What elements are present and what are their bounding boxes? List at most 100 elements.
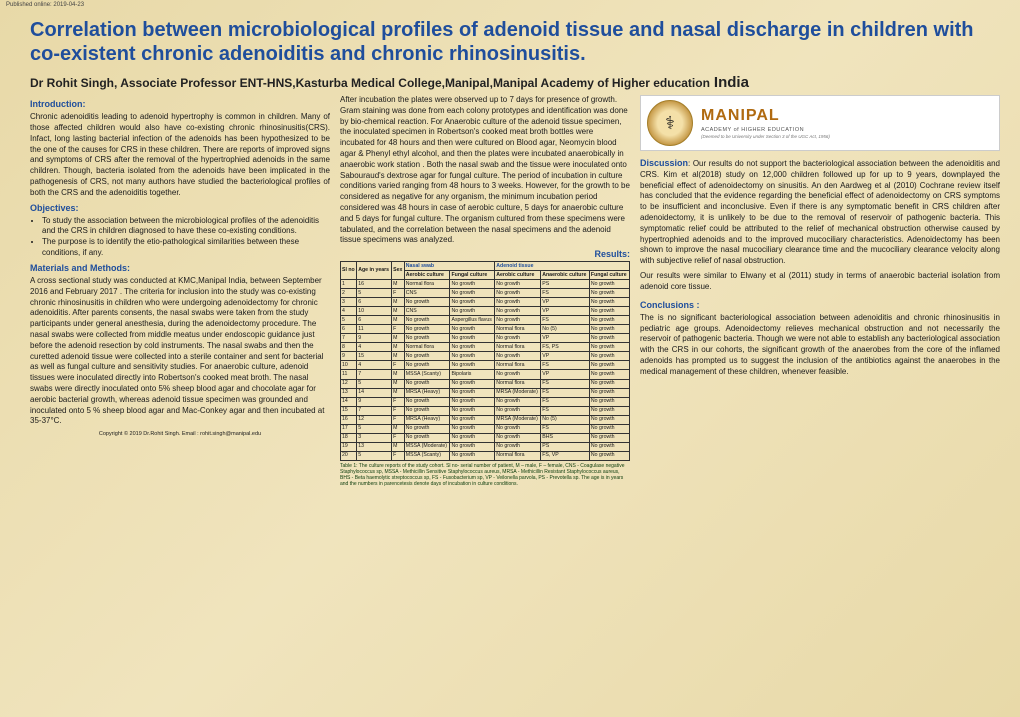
table-cell: No growth: [404, 352, 450, 361]
table-cell: No growth: [589, 316, 629, 325]
table-row: 56MNo growthAspergillus flavusNo growthF…: [341, 316, 630, 325]
table-cell: No growth: [495, 298, 541, 307]
table-cell: No growth: [495, 433, 541, 442]
table-cell: No growth: [450, 424, 495, 433]
table-cell: No growth: [495, 307, 541, 316]
table-cell: No (5): [541, 415, 590, 424]
table-cell: Normal flora: [404, 343, 450, 352]
table-cell: 6: [341, 325, 357, 334]
table-cell: F: [392, 406, 405, 415]
heading-objectives: Objectives:: [30, 202, 330, 214]
table-cell: No growth: [450, 388, 495, 397]
logo-deemed-text: (Deemed to be University under Section 3…: [701, 134, 830, 140]
table-cell: No growth: [495, 370, 541, 379]
table-cell: 11: [357, 325, 392, 334]
table-cell: No growth: [450, 442, 495, 451]
table-cell: 10: [341, 361, 357, 370]
table-cell: 4: [341, 307, 357, 316]
table-cell: BHS: [541, 433, 590, 442]
table-row: 149FNo growthNo growthNo growthFSNo grow…: [341, 397, 630, 406]
table-cell: No growth: [450, 352, 495, 361]
table-cell: MSSA (Scanty): [404, 451, 450, 460]
table-cell: M: [392, 370, 405, 379]
table-row: 125MNo growthNo growthNormal floraFSNo g…: [341, 379, 630, 388]
table-cell: No growth: [589, 388, 629, 397]
table-row: 915MNo growthNo growthNo growthVPNo grow…: [341, 352, 630, 361]
heading-methods: Materials and Methods:: [30, 262, 330, 274]
th-fungal1: Fungal culture: [450, 271, 495, 280]
table-cell: No growth: [495, 424, 541, 433]
table-cell: No growth: [450, 280, 495, 289]
objectives-list: To study the association between the mic…: [30, 216, 330, 259]
table-cell: 9: [357, 397, 392, 406]
table-cell: No growth: [589, 433, 629, 442]
table-cell: No growth: [404, 361, 450, 370]
table-cell: 16: [341, 415, 357, 424]
table-cell: No growth: [450, 397, 495, 406]
table-cell: 16: [357, 280, 392, 289]
table-cell: No growth: [495, 406, 541, 415]
table-cell: F: [392, 415, 405, 424]
table-cell: No growth: [450, 307, 495, 316]
table-cell: No growth: [450, 451, 495, 460]
table-cell: M: [392, 307, 405, 316]
table-cell: 5: [357, 379, 392, 388]
table-cell: No growth: [589, 451, 629, 460]
table-cell: No growth: [450, 433, 495, 442]
table-cell: No growth: [589, 442, 629, 451]
table-cell: No growth: [450, 361, 495, 370]
table-cell: No growth: [495, 316, 541, 325]
table-cell: PS: [541, 280, 590, 289]
table-cell: No growth: [404, 334, 450, 343]
th-slno: Sl no: [341, 262, 357, 280]
table-cell: 7: [357, 406, 392, 415]
table-cell: MSSA (Scanty): [404, 370, 450, 379]
table-cell: Normal flora: [495, 343, 541, 352]
table-cell: No growth: [404, 316, 450, 325]
table-cell: VP: [541, 352, 590, 361]
table-cell: Normal flora: [495, 361, 541, 370]
table-cell: No growth: [450, 289, 495, 298]
table-cell: No growth: [404, 406, 450, 415]
heading-discussion: Discussion: [640, 158, 688, 168]
manipal-emblem-icon: ⚕: [647, 100, 693, 146]
table-cell: FS: [541, 289, 590, 298]
table-cell: 20: [341, 451, 357, 460]
th-aerobic1: Aerobic culture: [404, 271, 450, 280]
table-cell: No growth: [589, 280, 629, 289]
column-right: ⚕ MANIPAL ACADEMY of HIGHER EDUCATION (D…: [640, 95, 1000, 487]
table-cell: No growth: [589, 361, 629, 370]
table-cell: Normal flora: [495, 379, 541, 388]
table-cell: 5: [341, 316, 357, 325]
table-cell: M: [392, 298, 405, 307]
th-anaerobic: Anaerobic culture: [541, 271, 590, 280]
methods-continued: After incubation the plates were observe…: [340, 95, 630, 246]
table-row: 157FNo growthNo growthNo growthFSNo grow…: [341, 406, 630, 415]
table-cell: No growth: [404, 433, 450, 442]
table-row: 175MNo growthNo growthNo growthFSNo grow…: [341, 424, 630, 433]
table-cell: FS: [541, 316, 590, 325]
table-row: 205FMSSA (Scanty)No growthNormal floraFS…: [341, 451, 630, 460]
table-cell: 13: [357, 442, 392, 451]
table-cell: FS: [541, 361, 590, 370]
table-cell: No growth: [404, 325, 450, 334]
table-row: 116MNormal floraNo growthNo growthPSNo g…: [341, 280, 630, 289]
table-cell: No growth: [404, 298, 450, 307]
th-group-nasal: Nasal swab: [404, 262, 494, 271]
table-cell: M: [392, 424, 405, 433]
table-cell: M: [392, 388, 405, 397]
table-cell: M: [392, 343, 405, 352]
table-cell: M: [392, 379, 405, 388]
page-title: Correlation between microbiological prof…: [0, 0, 1020, 68]
table-cell: FS: [541, 424, 590, 433]
conclusions-text: The is no significant bacteriological as…: [640, 313, 1000, 378]
author-line: Dr Rohit Singh, Associate Professor ENT-…: [30, 76, 710, 90]
table-row: 410MCNSNo growthNo growthVPNo growth: [341, 307, 630, 316]
copyright-text: Copyright © 2019 Dr.Rohit Singh. Email :…: [30, 431, 330, 438]
logo-main-text: MANIPAL: [701, 105, 830, 127]
methods-text: A cross sectional study was conducted at…: [30, 276, 330, 427]
objective-item: The purpose is to identify the etio-path…: [42, 237, 330, 259]
table-cell: 15: [341, 406, 357, 415]
table-cell: 4: [357, 343, 392, 352]
table-cell: VP: [541, 370, 590, 379]
